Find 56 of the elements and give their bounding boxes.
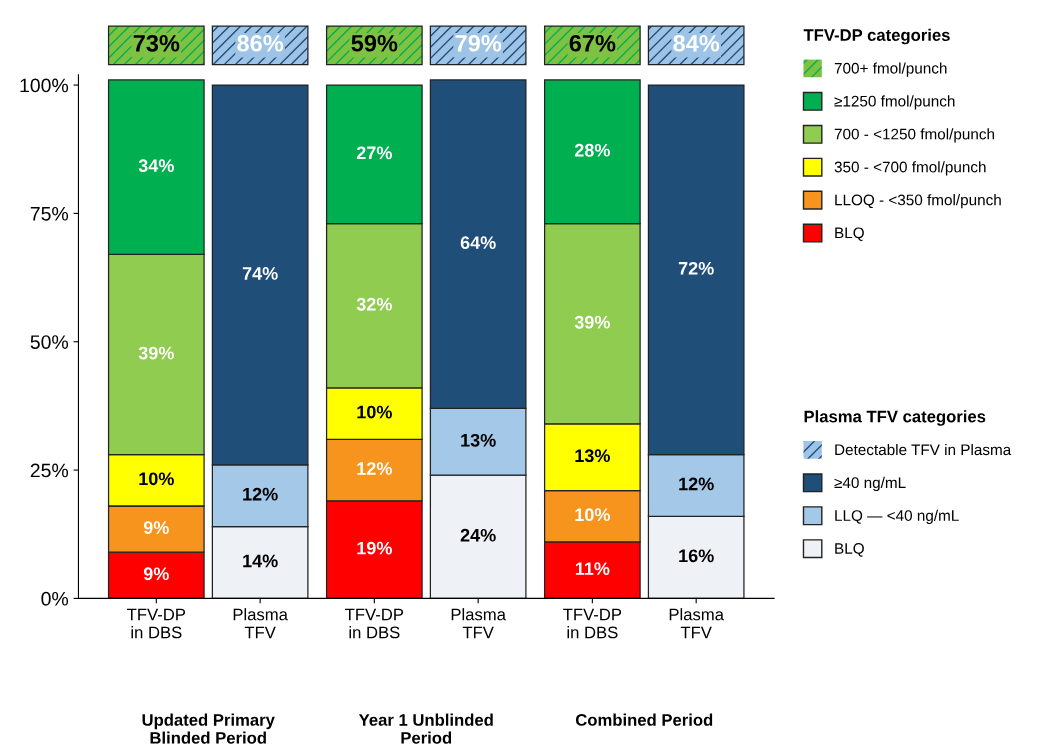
legend-label: 700 - <1250 fmol/punch	[834, 128, 994, 143]
y-tick-label: 25%	[30, 463, 69, 478]
text: 59%	[351, 34, 398, 52]
x-tick-label: Plasma TFV	[669, 608, 724, 639]
y-tick-label: 50%	[30, 335, 69, 349]
data-label: 9%	[143, 567, 169, 581]
text: Year 1 Unblinded Period	[358, 713, 493, 744]
legend-label: LLQ — <40 ng/mL	[835, 509, 959, 524]
data-label: 12%	[357, 462, 392, 475]
legend-label: ≥1250 fmol/punch	[834, 95, 955, 110]
legend-label: Detectable TFV in Plasma	[835, 443, 1012, 456]
data-label: 72%	[678, 261, 714, 275]
data-label: 28%	[574, 143, 610, 157]
text: 67%	[569, 34, 616, 52]
x-tick-label: Plasma TFV	[233, 608, 288, 639]
data-label: 10%	[357, 405, 392, 419]
y-tick-label: 0%	[41, 591, 69, 606]
data-label: 10%	[139, 472, 174, 486]
x-tick-label: TFV-DP in DBS	[127, 608, 186, 639]
data-label: 16%	[679, 549, 714, 563]
x-tick-label: TFV-DP in DBS	[345, 608, 404, 639]
text: Plasma TFV categories	[804, 410, 986, 426]
legend-label: BLQ	[835, 227, 864, 241]
data-label: 32%	[356, 297, 392, 311]
legend-label: 350 - <700 fmol/punch	[834, 161, 986, 176]
legend-label: BLQ	[835, 543, 864, 557]
data-label: 39%	[574, 315, 610, 329]
text: 84%	[673, 34, 720, 52]
data-label: 10%	[575, 508, 610, 522]
data-label: 27%	[356, 146, 392, 160]
data-label: 13%	[461, 433, 496, 447]
x-tick-label: TFV-DP in DBS	[563, 608, 622, 639]
y-tick-label: 100%	[20, 78, 69, 93]
legend-label: LLOQ - <350 fmol/punch	[835, 194, 1001, 209]
y-tick-label: 75%	[30, 206, 69, 221]
data-label: 9%	[143, 521, 169, 534]
data-label: 12%	[243, 487, 278, 501]
text: Updated Primary Blinded Period	[142, 713, 275, 744]
legend-label: ≥40 ng/mL	[834, 476, 906, 492]
text: 79%	[455, 34, 502, 52]
data-label: 39%	[138, 346, 174, 360]
text: TFV-DP categories	[803, 28, 950, 45]
text: 73%	[133, 34, 180, 52]
text: Combined Period	[575, 713, 713, 726]
legend-label: 700+ fmol/punch	[834, 62, 947, 77]
data-label: 12%	[679, 477, 714, 491]
data-label: 13%	[575, 449, 610, 463]
text: 86%	[237, 34, 284, 52]
data-label: 11%	[575, 562, 610, 575]
data-label: 64%	[460, 236, 496, 250]
data-label: 24%	[460, 528, 496, 542]
data-label: 74%	[242, 267, 278, 280]
data-label: 19%	[357, 541, 392, 555]
data-label: 14%	[243, 554, 278, 568]
data-label: 34%	[138, 159, 174, 173]
x-tick-label: Plasma TFV	[451, 608, 506, 639]
